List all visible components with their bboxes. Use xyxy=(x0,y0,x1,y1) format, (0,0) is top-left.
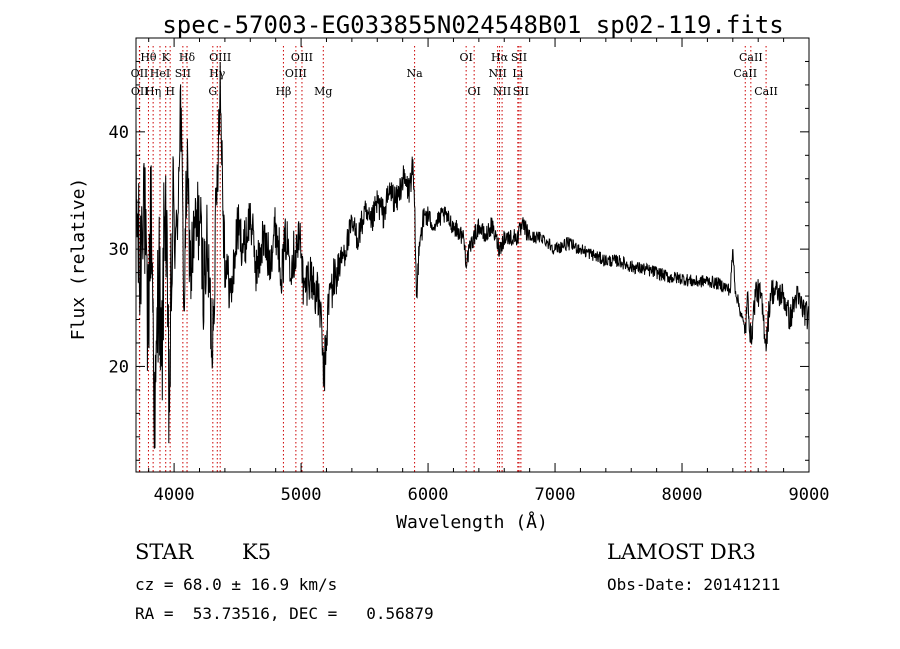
x-tick-label: 7000 xyxy=(535,485,576,505)
x-axis-label: Wavelength (Å) xyxy=(396,511,548,533)
line-label-6: H xyxy=(165,85,175,98)
line-label-8: Hδ xyxy=(179,51,196,64)
line-label-24: SII xyxy=(513,85,529,98)
line-label-17: OI xyxy=(459,51,472,64)
line-label-1: OII xyxy=(131,85,149,98)
x-tick-label: 8000 xyxy=(662,485,703,505)
x-tick-label: 9000 xyxy=(789,485,830,505)
y-tick-label: 30 xyxy=(109,240,129,260)
spectrum-line xyxy=(135,61,809,449)
line-label-2: Hθ xyxy=(140,51,157,64)
observation-date: Obs-Date: 20141211 xyxy=(607,575,780,594)
line-label-4: HeI xyxy=(150,67,170,80)
spectral-line-labels: OIIOIIHθHηHeIKHSIIHδGHγOIIIHβOIIIOIIIMgN… xyxy=(131,51,778,98)
y-tick-label: 20 xyxy=(109,357,129,377)
line-label-20: Hα xyxy=(491,51,509,64)
x-tick-label: 5000 xyxy=(281,485,322,505)
line-label-23: SII xyxy=(511,51,527,64)
plot-frame xyxy=(135,37,810,473)
line-label-7: SII xyxy=(175,67,191,80)
y-tick-label: 40 xyxy=(109,123,129,143)
line-label-18: OI xyxy=(467,85,480,98)
line-label-11: OIII xyxy=(209,51,231,64)
coordinates: RA = 53.73516, DEC = 0.56879 xyxy=(135,604,434,623)
object-class: STAR xyxy=(135,540,194,564)
chart-title: spec-57003-EG033855N024548B01_sp02-119.f… xyxy=(162,11,783,39)
redshift-velocity: cz = 68.0 ± 16.9 km/s xyxy=(135,575,337,594)
x-tick-label: 6000 xyxy=(408,485,449,505)
line-label-27: CaII xyxy=(754,85,778,98)
line-label-9: G xyxy=(208,85,217,98)
line-label-21: NII xyxy=(493,85,511,98)
line-label-13: OIII xyxy=(285,67,307,80)
line-label-10: Hγ xyxy=(209,67,226,80)
object-subclass: K5 xyxy=(242,540,271,564)
line-label-22: Li xyxy=(512,67,523,80)
line-label-15: Mg xyxy=(314,85,332,98)
line-label-14: OIII xyxy=(291,51,313,64)
y-axis-label: Flux (relative) xyxy=(68,178,89,341)
line-label-12: Hβ xyxy=(275,85,291,98)
line-label-5: K xyxy=(162,51,171,64)
line-label-25: CaII xyxy=(733,67,757,80)
line-label-26: CaII xyxy=(739,51,763,64)
y-axis: 20 30 40 xyxy=(109,37,809,461)
line-label-19: NII xyxy=(488,67,506,80)
survey-name: LAMOST DR3 xyxy=(607,540,756,564)
line-label-0: OII xyxy=(131,67,149,80)
x-axis: 4000 5000 6000 7000 8000 9000 xyxy=(148,38,830,505)
line-label-16: Na xyxy=(407,67,424,80)
x-tick-label: 4000 xyxy=(154,485,195,505)
line-label-3: Hη xyxy=(145,85,161,98)
